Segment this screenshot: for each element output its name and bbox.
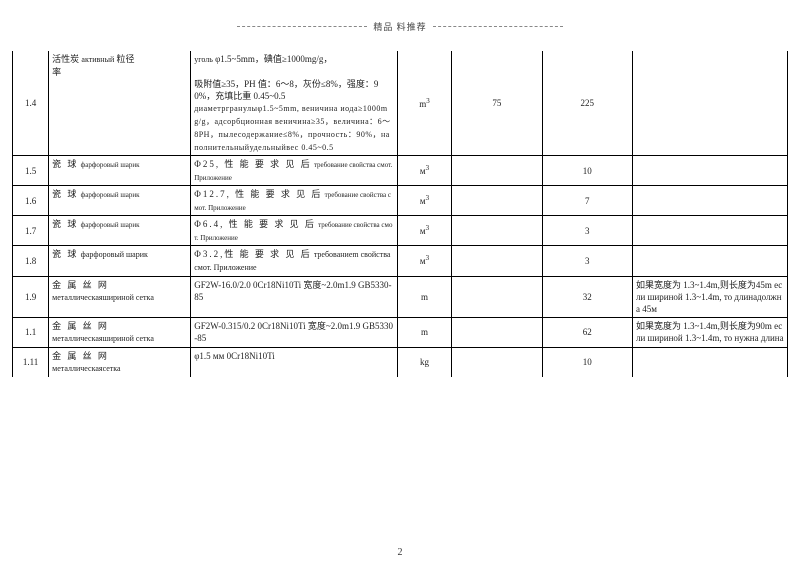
table-row: 1.8 瓷 球 фарфоровый шарик Φ3.2,性 能 要 求 见 … bbox=[13, 246, 788, 277]
row-no: 1.7 bbox=[13, 216, 49, 246]
row-qty1: 75 bbox=[452, 51, 542, 156]
row-unit: м3 bbox=[397, 246, 451, 277]
row-qty2: 32 bbox=[542, 276, 632, 317]
row-qty1 bbox=[452, 318, 542, 348]
header-dash-left bbox=[237, 26, 367, 27]
row-no: 1.4 bbox=[13, 51, 49, 156]
row-unit: м3 bbox=[397, 156, 451, 186]
row-remark bbox=[632, 347, 787, 376]
row-name: 金 属 丝 网металлическаясетка bbox=[49, 347, 191, 376]
row-spec: Φ6.4, 性 能 要 求 见 后 требование свойства см… bbox=[191, 216, 398, 246]
table-row: 1.1 金 属 丝 网металлическаяшириной сетка GF… bbox=[13, 318, 788, 348]
row-qty2: 3 bbox=[542, 246, 632, 277]
table-row: 1.7 瓷 球 фарфоровый шарик Φ6.4, 性 能 要 求 见… bbox=[13, 216, 788, 246]
row-spec: GF2W-16.0/2.0 0Cr18Ni10Ti 宽度~2.0m1.9 GB5… bbox=[191, 276, 398, 317]
row-qty1 bbox=[452, 246, 542, 277]
row-name: 瓷 球 фарфоровый шарик bbox=[49, 246, 191, 277]
row-remark: 如果宽度为 1.3~1.4m,则长度为90m если шириной 1.3~… bbox=[632, 318, 787, 348]
header-dash-right bbox=[433, 26, 563, 27]
row-spec: Φ25, 性 能 要 求 见 后 требование свойства смо… bbox=[191, 156, 398, 186]
row-remark bbox=[632, 186, 787, 216]
row-remark bbox=[632, 51, 787, 156]
row-unit: м3 bbox=[397, 216, 451, 246]
page-header: 精品 料推荐 bbox=[12, 20, 788, 33]
row-name: 活性炭 активный 粒径 率 bbox=[49, 51, 191, 156]
row-no: 1.8 bbox=[13, 246, 49, 277]
row-no: 1.6 bbox=[13, 186, 49, 216]
row-spec: уголь φ1.5~5mm，碘值≥1000mg/g， 吸附值≥35，PH 值：… bbox=[191, 51, 398, 156]
row-unit: m bbox=[397, 276, 451, 317]
row-spec: GF2W-0.315/0.2 0Cr18Ni10Ti 宽度~2.0m1.9 GB… bbox=[191, 318, 398, 348]
row-unit: m bbox=[397, 318, 451, 348]
table-row: 1.6 瓷 球 фарфоровый шарик Φ12.7, 性 能 要 求 … bbox=[13, 186, 788, 216]
row-qty2: 225 bbox=[542, 51, 632, 156]
row-spec: Φ12.7, 性 能 要 求 见 后 требование свойства с… bbox=[191, 186, 398, 216]
row-unit: м3 bbox=[397, 186, 451, 216]
row-qty2: 7 bbox=[542, 186, 632, 216]
page-number: 2 bbox=[0, 547, 800, 558]
row-no: 1.11 bbox=[13, 347, 49, 376]
row-qty2: 3 bbox=[542, 216, 632, 246]
row-unit: kg bbox=[397, 347, 451, 376]
row-remark bbox=[632, 156, 787, 186]
table-row: 1.9 金 属 丝 网металлическаяшириной сетка GF… bbox=[13, 276, 788, 317]
row-name: 瓷 球 фарфоровый шарик bbox=[49, 156, 191, 186]
row-name: 瓷 球 фарфоровый шарик bbox=[49, 186, 191, 216]
row-remark bbox=[632, 216, 787, 246]
row-qty1 bbox=[452, 216, 542, 246]
row-spec: φ1.5 мм 0Cr18Ni10Ti bbox=[191, 347, 398, 376]
row-name: 金 属 丝 网металлическаяшириной сетка bbox=[49, 318, 191, 348]
row-qty2: 62 bbox=[542, 318, 632, 348]
row-name: 瓷 球 фарфоровый шарик bbox=[49, 216, 191, 246]
row-qty1 bbox=[452, 276, 542, 317]
material-table: 1.4 活性炭 активный 粒径 率 уголь φ1.5~5mm，碘值≥… bbox=[12, 51, 788, 377]
row-qty1 bbox=[452, 347, 542, 376]
row-remark: 如果宽度为 1.3~1.4m,则长度为45m если шириной 1.3~… bbox=[632, 276, 787, 317]
row-qty1 bbox=[452, 186, 542, 216]
row-qty1 bbox=[452, 156, 542, 186]
row-no: 1.5 bbox=[13, 156, 49, 186]
row-no: 1.1 bbox=[13, 318, 49, 348]
row-qty2: 10 bbox=[542, 347, 632, 376]
row-name: 金 属 丝 网металлическаяшириной сетка bbox=[49, 276, 191, 317]
row-no: 1.9 bbox=[13, 276, 49, 317]
table-row: 1.4 活性炭 активный 粒径 率 уголь φ1.5~5mm，碘值≥… bbox=[13, 51, 788, 156]
table-row: 1.5 瓷 球 фарфоровый шарик Φ25, 性 能 要 求 见 … bbox=[13, 156, 788, 186]
row-qty2: 10 bbox=[542, 156, 632, 186]
row-unit: m3 bbox=[397, 51, 451, 156]
row-remark bbox=[632, 246, 787, 277]
table-row: 1.11 金 属 丝 网металлическаясетка φ1.5 мм 0… bbox=[13, 347, 788, 376]
row-spec: Φ3.2,性 能 要 求 见 后 требованиеm свойства см… bbox=[191, 246, 398, 277]
header-title: 精品 料推荐 bbox=[373, 20, 426, 33]
